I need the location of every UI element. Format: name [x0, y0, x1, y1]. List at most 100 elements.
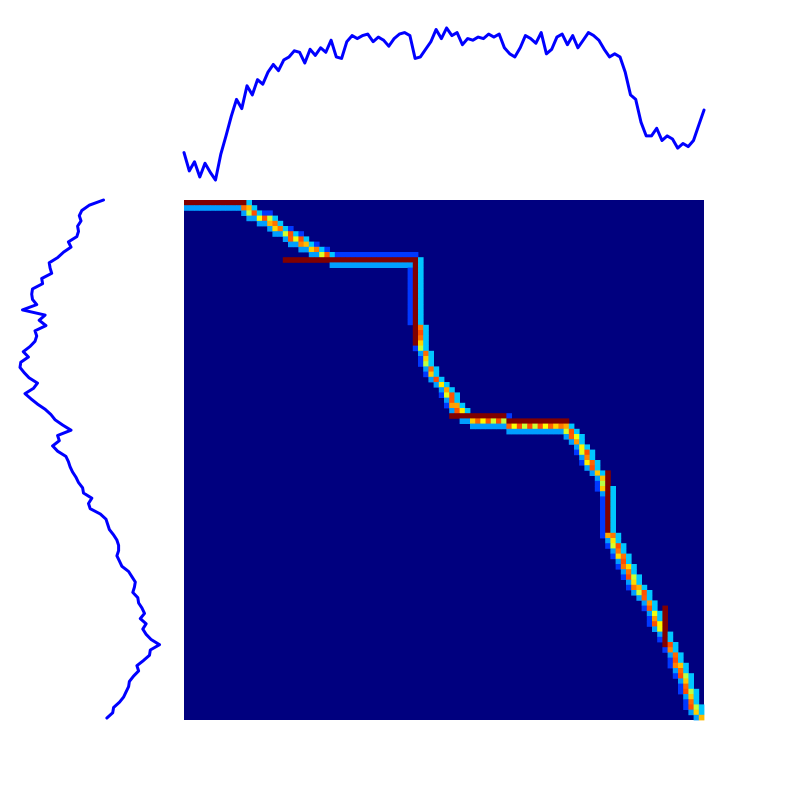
heatmap-cell [615, 564, 622, 570]
heatmap-cell [303, 236, 310, 242]
heatmap-cell [360, 257, 367, 263]
heatmap-cell [412, 345, 419, 352]
heatmap-cell [464, 418, 471, 424]
heatmap-cell [433, 366, 440, 372]
heatmap-cell [600, 517, 606, 523]
heatmap-cell [646, 610, 653, 617]
heatmap-cell [412, 262, 419, 268]
heatmap-cell [459, 413, 466, 419]
heatmap-cell [620, 574, 627, 580]
heatmap-cell [688, 683, 694, 690]
heatmap-cell [407, 304, 414, 310]
heatmap-cell [683, 683, 689, 690]
heatmap-cell [667, 657, 674, 664]
heatmap-cell [605, 522, 611, 528]
heatmap-cell [610, 491, 616, 497]
heatmap-cell [558, 423, 564, 430]
heatmap-cell [667, 642, 674, 648]
heatmap-cell [626, 584, 632, 591]
heatmap-cell [444, 397, 450, 404]
heatmap-cell [449, 387, 455, 393]
heatmap-cell [678, 657, 684, 664]
heatmap-cell [600, 527, 606, 534]
heatmap-cell [579, 444, 585, 450]
heatmap-cell [407, 319, 414, 326]
heatmap-cell [683, 688, 689, 695]
heatmap-cell [678, 668, 684, 674]
heatmap-cell [454, 397, 460, 404]
heatmap-cell [693, 699, 700, 705]
heatmap-cell [324, 246, 330, 253]
heatmap-cell [256, 210, 263, 216]
heatmap-cell [210, 205, 216, 211]
heatmap-cell [548, 418, 554, 424]
heatmap-cell [542, 423, 549, 430]
heatmap-cell [428, 361, 434, 367]
heatmap-cell [334, 257, 341, 263]
heatmap-cell [683, 699, 689, 705]
heatmap-cell [641, 605, 648, 612]
heatmap-cell [267, 226, 273, 232]
heatmap-cell [605, 496, 611, 502]
heatmap-cell [444, 387, 450, 393]
heatmap-cell [683, 694, 689, 700]
heatmap-cell [412, 309, 419, 315]
heatmap-cell [600, 522, 606, 528]
heatmap-cell [605, 506, 611, 513]
heatmap-cell [672, 657, 679, 664]
heatmap-cell [350, 257, 356, 263]
heatmap-cell [626, 558, 632, 565]
heatmap-cell [605, 501, 611, 508]
heatmap-cell [600, 475, 606, 482]
heatmap-cell [532, 423, 538, 430]
heatmap-cell [189, 205, 195, 211]
heatmap-cell [574, 444, 580, 450]
heatmap-cell [371, 262, 377, 268]
heatmap-cell [329, 252, 336, 258]
heatmap-cell [189, 200, 195, 206]
heatmap-cell [688, 699, 694, 705]
heatmap-cell [407, 257, 414, 263]
heatmap-cell [631, 564, 637, 570]
heatmap-cell [470, 418, 476, 424]
heatmap-cell [662, 605, 668, 612]
heatmap-cell [241, 210, 247, 216]
heatmap-cell [454, 413, 460, 419]
heatmap-cell [594, 475, 601, 482]
heatmap-cell [600, 470, 606, 476]
heatmap-cell [256, 220, 263, 227]
heatmap-cell [423, 340, 429, 346]
heatmap-cell [615, 548, 622, 554]
heatmap-cell [522, 428, 528, 435]
heatmap-cell [511, 423, 518, 430]
heatmap-cell [225, 200, 232, 206]
heatmap-cell [563, 428, 570, 435]
heatmap-cell [641, 584, 648, 591]
heatmap-cell [688, 694, 694, 700]
heatmap-cell [594, 486, 601, 492]
heatmap-cell [423, 356, 429, 362]
heatmap-cell [282, 236, 289, 242]
heatmap-cell [605, 527, 611, 534]
heatmap-cell [563, 434, 570, 440]
heatmap-cell [568, 423, 575, 430]
heatmap-cell [605, 532, 611, 539]
heatmap-cell [246, 210, 252, 216]
heatmap-cell [631, 590, 637, 596]
heatmap-cell [392, 262, 398, 268]
heatmap-cell [433, 382, 440, 388]
heatmap-cell [412, 324, 419, 331]
heatmap-cell [438, 376, 445, 383]
heatmap-cell [579, 439, 585, 445]
heatmap-cell [438, 387, 445, 393]
heatmap-cell [620, 543, 627, 549]
heatmap-cell [340, 257, 346, 263]
heatmap-cell [308, 252, 315, 258]
heatmap-cell [407, 272, 414, 279]
heatmap-cell [324, 252, 330, 258]
heatmap-cell [449, 397, 455, 404]
heatmap-cell [548, 423, 554, 430]
heatmap-cell [620, 548, 627, 554]
heatmap-cell [345, 252, 351, 258]
heatmap-cell [506, 413, 512, 419]
